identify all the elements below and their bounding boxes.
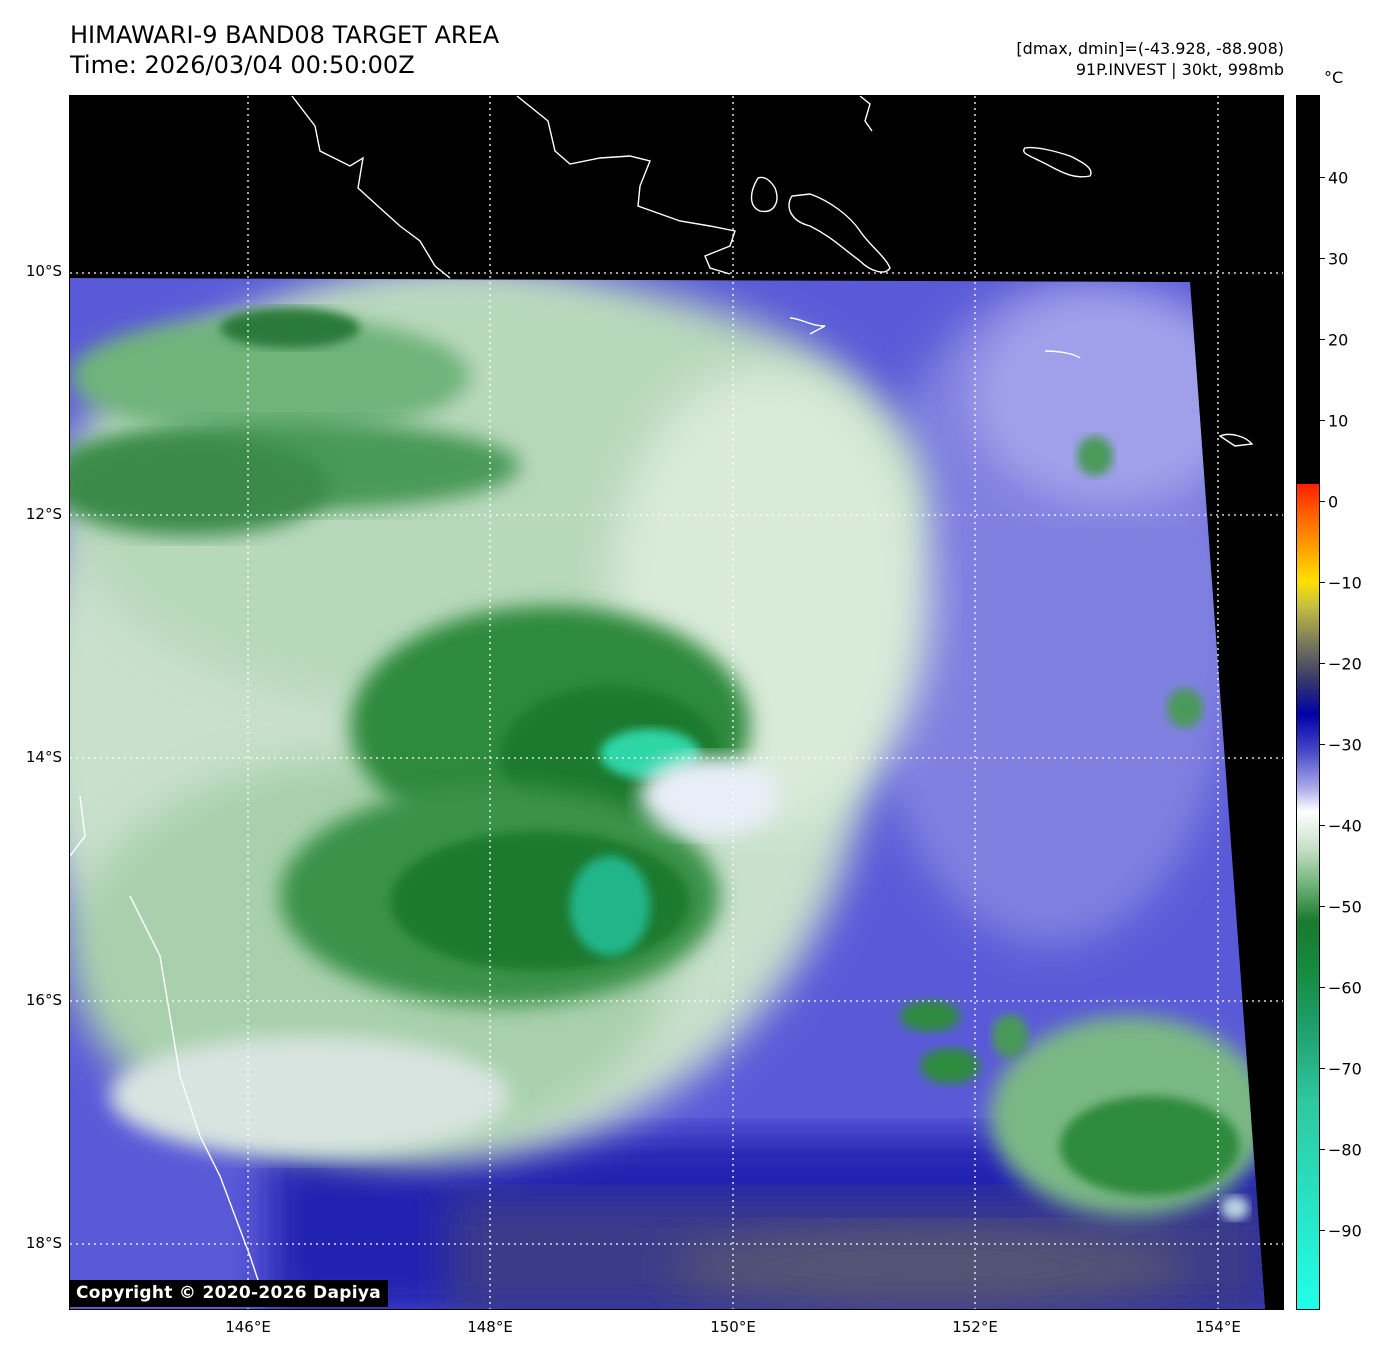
cb-tickmark bbox=[1320, 1068, 1325, 1069]
lon-label-154e: 154°E bbox=[1195, 1318, 1241, 1336]
cb-tickmark bbox=[1320, 258, 1325, 259]
storm-info: 91P.INVEST | 30kt, 998mb bbox=[1075, 60, 1284, 79]
lat-label-16s: 16°S bbox=[25, 991, 62, 1009]
cb-tickmark bbox=[1320, 663, 1325, 664]
colorbar-unit: °C bbox=[1324, 68, 1344, 87]
cb-tick-minus30: −30 bbox=[1328, 735, 1362, 755]
cb-tick-10: 10 bbox=[1328, 411, 1349, 431]
graticule bbox=[70, 96, 1283, 1309]
cb-tickmark bbox=[1320, 339, 1325, 340]
cb-tick-0: 0 bbox=[1328, 492, 1339, 512]
cb-tick-minus20: −20 bbox=[1328, 654, 1362, 674]
lon-label-150e: 150°E bbox=[710, 1318, 756, 1336]
title-line-1: HIMAWARI-9 BAND08 TARGET AREA bbox=[70, 21, 500, 49]
cb-tickmark bbox=[1320, 744, 1325, 745]
cb-tickmark bbox=[1320, 825, 1325, 826]
dmax-dmin: [dmax, dmin]=(-43.928, -88.908) bbox=[1016, 39, 1284, 58]
cb-tickmark bbox=[1320, 1149, 1325, 1150]
lat-label-14s: 14°S bbox=[25, 748, 62, 766]
cb-tick-minus50: −50 bbox=[1328, 897, 1362, 917]
title-line-2: Time: 2026/03/04 00:50:00Z bbox=[70, 51, 415, 79]
cb-tick-minus10: −10 bbox=[1328, 573, 1362, 593]
cb-tick-minus60: −60 bbox=[1328, 978, 1362, 998]
lat-label-10s: 10°S bbox=[25, 262, 62, 280]
cb-tickmark bbox=[1320, 420, 1325, 421]
cb-tickmark bbox=[1320, 501, 1325, 502]
chart-title: HIMAWARI-9 BAND08 TARGET AREA Time: 2026… bbox=[70, 20, 499, 80]
cb-tick-minus90: −90 bbox=[1328, 1221, 1362, 1241]
cb-tickmark bbox=[1320, 177, 1325, 178]
colorbar bbox=[1296, 95, 1320, 1310]
coastlines bbox=[70, 96, 1254, 1297]
lon-label-146e: 146°E bbox=[225, 1318, 271, 1336]
cb-tick-40: 40 bbox=[1328, 168, 1349, 188]
cb-tickmark bbox=[1320, 987, 1325, 988]
lat-label-12s: 12°S bbox=[25, 505, 62, 523]
lon-label-152e: 152°E bbox=[952, 1318, 998, 1336]
cloud-imagery bbox=[70, 278, 1265, 1309]
satellite-map bbox=[69, 95, 1284, 1310]
cb-tickmark bbox=[1320, 906, 1325, 907]
copyright-label: Copyright © 2020-2026 Dapiya bbox=[70, 1280, 388, 1307]
cb-tick-30: 30 bbox=[1328, 249, 1349, 269]
cb-tick-minus80: −80 bbox=[1328, 1140, 1362, 1160]
cb-tickmark bbox=[1320, 1230, 1325, 1231]
cb-tick-minus40: −40 bbox=[1328, 816, 1362, 836]
cb-tick-minus70: −70 bbox=[1328, 1059, 1362, 1079]
meta-info: [dmax, dmin]=(-43.928, -88.908) 91P.INVE… bbox=[1016, 38, 1284, 80]
cb-tick-20: 20 bbox=[1328, 330, 1349, 350]
satellite-image bbox=[70, 96, 1283, 1309]
lat-label-18s: 18°S bbox=[25, 1234, 62, 1252]
cb-tickmark bbox=[1320, 582, 1325, 583]
lon-label-148e: 148°E bbox=[467, 1318, 513, 1336]
